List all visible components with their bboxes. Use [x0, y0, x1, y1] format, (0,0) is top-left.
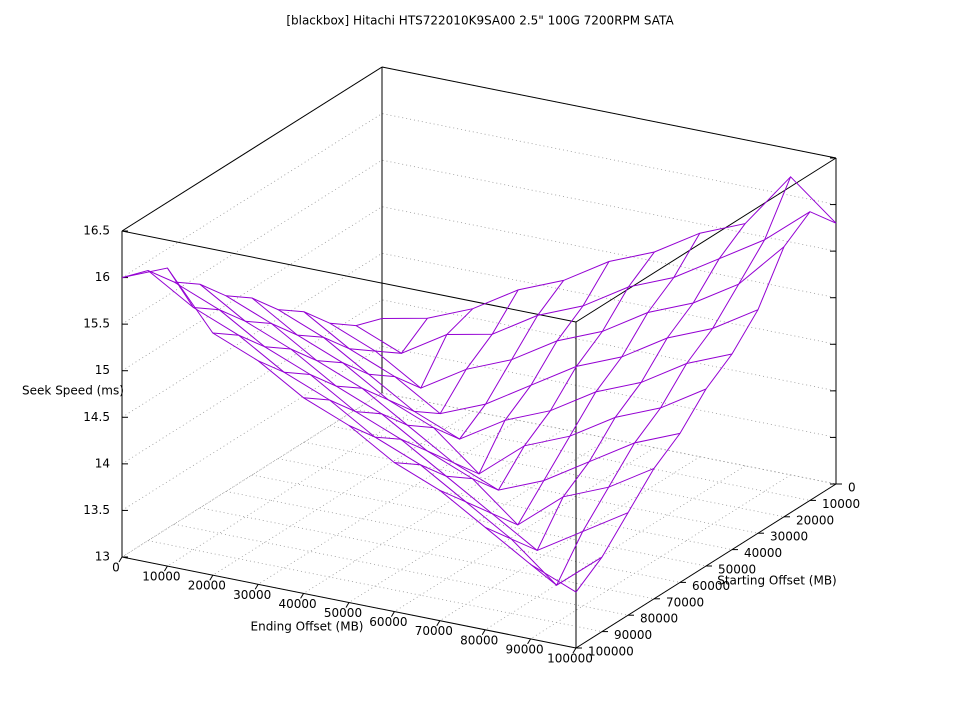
x-tick-label: 100000: [547, 652, 593, 666]
z-tick-label: 15.5: [83, 317, 110, 331]
x-tick-label: 30000: [233, 588, 271, 602]
x-tick-label: 80000: [460, 633, 498, 647]
surface-column: [212, 308, 474, 389]
grid-line: [121, 252, 837, 418]
y-tick-label: 100000: [588, 645, 634, 659]
x-tick-label: 70000: [415, 624, 453, 638]
tick: [209, 574, 214, 581]
y-tick-label: 70000: [666, 595, 704, 609]
grid-line: [439, 456, 701, 622]
y-tick-label: 80000: [640, 612, 678, 626]
grid-line: [121, 346, 837, 511]
grid-line: [257, 419, 519, 585]
surface-column: [121, 269, 383, 327]
grid-line: [121, 159, 837, 325]
z-tick-label: 15: [95, 363, 110, 377]
x-tick-label: 0: [112, 561, 120, 575]
z-tick-label: 16.5: [83, 224, 110, 238]
tick: [254, 584, 259, 590]
grid-line: [394, 447, 655, 612]
y-tick-label: 50000: [718, 563, 756, 577]
tick: [572, 647, 577, 654]
surface-column: [166, 267, 428, 354]
box-edge: [121, 230, 577, 323]
surface-row: [303, 309, 759, 415]
surface-row: [147, 270, 603, 586]
x-axis-title: Ending Offset (MB): [251, 620, 364, 634]
y-tick-label: 20000: [796, 513, 834, 527]
z-axis-title: Seek Speed (ms): [22, 384, 124, 398]
surface-row: [121, 267, 577, 593]
box-edge: [381, 66, 837, 159]
x-tick-label: 20000: [188, 579, 226, 593]
grid-line: [348, 438, 610, 603]
z-tick-label: 13: [95, 550, 110, 564]
grid-line: [484, 465, 746, 631]
grid-line: [530, 474, 791, 640]
y-tick-label: 60000: [692, 579, 730, 593]
y-tick-label: 40000: [744, 546, 782, 560]
z-tick-label: 13.5: [83, 503, 110, 517]
grid-line: [303, 429, 564, 594]
y-axis-title: Starting Offset (MB): [717, 574, 837, 588]
tick: [300, 593, 305, 599]
tick: [527, 638, 532, 645]
y-tick-label: 90000: [614, 628, 652, 642]
box-edge: [575, 157, 837, 323]
x-tick-label: 40000: [279, 597, 317, 611]
box-edge: [121, 66, 383, 232]
tick: [481, 629, 486, 636]
grid-line: [355, 409, 811, 501]
z-tick-label: 16: [95, 270, 110, 284]
surface-column: [439, 232, 701, 526]
x-tick-label: 50000: [324, 606, 362, 620]
surface-column: [484, 223, 746, 552]
chart-title: [blackbox] Hitachi HTS722010K9SA00 2.5" …: [286, 14, 674, 28]
grid-line: [199, 507, 655, 600]
grid-line: [121, 206, 837, 372]
tick: [390, 611, 395, 617]
z-tick-label: 14.5: [83, 410, 110, 424]
surface-column: [303, 280, 565, 440]
x-tick-label: 10000: [142, 570, 180, 584]
grid-line: [121, 392, 837, 558]
tick: [118, 556, 123, 563]
grid-line: [212, 410, 474, 576]
tick: [345, 602, 350, 608]
surface-column: [257, 289, 519, 415]
y-tick-label: 10000: [822, 497, 860, 511]
z-tick-label: 14: [95, 456, 110, 470]
grid-line: [167, 401, 428, 567]
y-tick-label: 30000: [770, 530, 808, 544]
tick: [436, 620, 441, 626]
x-tick-label: 60000: [369, 615, 407, 629]
grid-line: [121, 392, 383, 558]
tick: [163, 565, 168, 572]
grid-line: [251, 474, 707, 567]
x-tick-label: 90000: [506, 642, 544, 656]
grid-line: [121, 66, 837, 232]
surface-row: [355, 211, 811, 354]
grid-line: [121, 299, 837, 465]
surface-column: [575, 211, 837, 593]
surface-row: [173, 281, 629, 551]
surface-column: [348, 261, 610, 475]
grid-line: [121, 113, 837, 278]
y-tick-label: 0: [848, 481, 856, 495]
surface-column: [394, 251, 655, 491]
surface-row: [329, 246, 785, 389]
surface-column: [530, 176, 792, 586]
